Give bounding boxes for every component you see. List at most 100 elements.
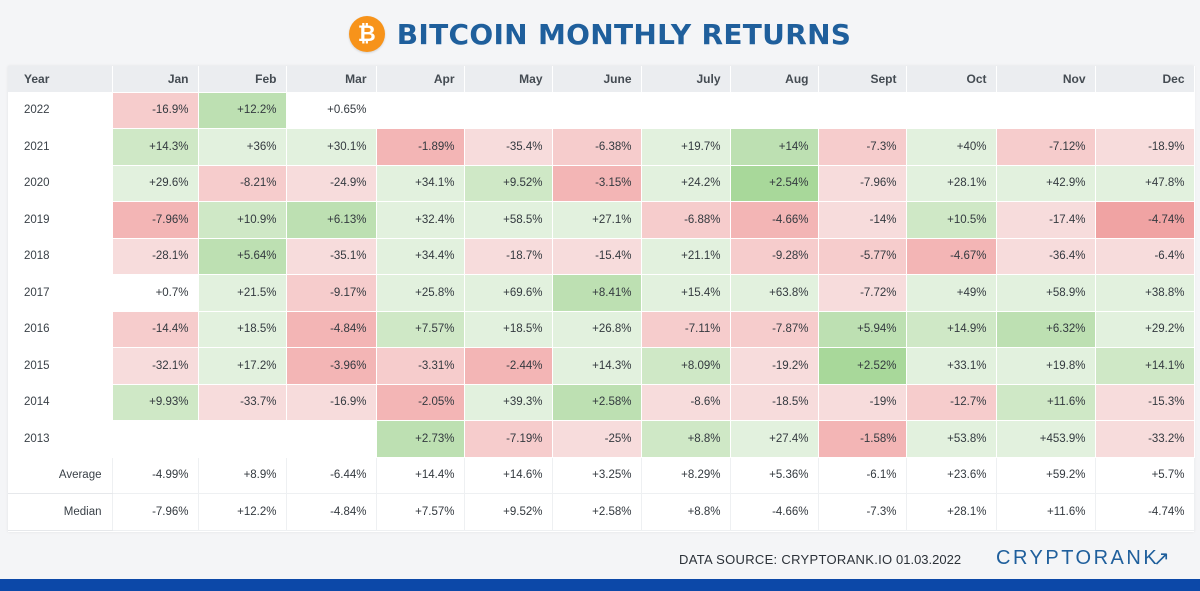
year-cell: 2015 xyxy=(8,347,113,385)
return-cell: +24.2% xyxy=(641,165,731,202)
column-header-year: Year xyxy=(8,66,113,93)
return-cell: -7.96% xyxy=(112,201,199,239)
summary-label: Median xyxy=(8,493,113,531)
return-cell xyxy=(286,420,377,458)
return-cell: -7.96% xyxy=(818,165,907,202)
return-cell: -7.12% xyxy=(996,128,1096,166)
table-row: 2019 -7.96% +10.9% +6.13% +32.4% +58.5% +27.1%… xyxy=(8,201,1195,239)
year-cell: 2018 xyxy=(8,238,113,275)
return-cell: -4.66% xyxy=(730,201,819,239)
column-header-mar: Mar xyxy=(286,66,377,93)
return-cell: +2.73% xyxy=(376,420,465,458)
return-cell: +38.8% xyxy=(1095,274,1195,312)
summary-cell: +2.58% xyxy=(552,493,642,531)
return-cell: +21.5% xyxy=(198,274,287,312)
summary-cell: -4.84% xyxy=(286,493,377,531)
table-row: 2015 -32.1% +17.2% -3.96% -3.31% -2.44% +14.3%… xyxy=(8,347,1195,385)
return-cell: -7.87% xyxy=(730,311,819,348)
return-cell: -7.11% xyxy=(641,311,731,348)
summary-cell: -7.96% xyxy=(112,493,199,531)
return-cell: +2.52% xyxy=(818,347,907,385)
return-cell: -17.4% xyxy=(996,201,1096,239)
column-header-dec: Dec xyxy=(1095,66,1195,93)
return-cell xyxy=(996,92,1096,129)
returns-table-container: Year Jan Feb Mar Apr May June July Aug Sept Oct Nov… xyxy=(8,66,1195,532)
return-cell: +40% xyxy=(906,128,997,166)
return-cell: -15.3% xyxy=(1095,384,1195,421)
return-cell: +33.1% xyxy=(906,347,997,385)
return-cell: +39.3% xyxy=(464,384,553,421)
summary-row-average: Average -4.99% +8.9% -6.44% +14.4% +14.6% +3.2… xyxy=(8,457,1195,494)
summary-label: Average xyxy=(8,457,113,494)
return-cell xyxy=(112,420,199,458)
return-cell: +26.8% xyxy=(552,311,642,348)
summary-cell: +5.7% xyxy=(1095,457,1195,494)
return-cell: +8.09% xyxy=(641,347,731,385)
summary-cell: +59.2% xyxy=(996,457,1096,494)
column-header-apr: Apr xyxy=(376,66,465,93)
return-cell: +5.94% xyxy=(818,311,907,348)
column-header-sept: Sept xyxy=(818,66,907,93)
return-cell: +58.9% xyxy=(996,274,1096,312)
return-cell: +18.5% xyxy=(464,311,553,348)
return-cell: -3.15% xyxy=(552,165,642,202)
return-cell: -4.74% xyxy=(1095,201,1195,239)
table-row: 2016 -14.4% +18.5% -4.84% +7.57% +18.5% +26.8%… xyxy=(8,311,1195,348)
summary-cell: +7.57% xyxy=(376,493,465,531)
return-cell: +6.13% xyxy=(286,201,377,239)
summary-cell: -6.1% xyxy=(818,457,907,494)
return-cell: +14% xyxy=(730,128,819,166)
summary-cell: +12.2% xyxy=(198,493,287,531)
bottom-bar xyxy=(0,579,1200,591)
return-cell: -1.89% xyxy=(376,128,465,166)
return-cell: -14.4% xyxy=(112,311,199,348)
return-cell: -2.05% xyxy=(376,384,465,421)
return-cell: +6.32% xyxy=(996,311,1096,348)
return-cell: -33.2% xyxy=(1095,420,1195,458)
return-cell: -18.5% xyxy=(730,384,819,421)
return-cell: +34.4% xyxy=(376,238,465,275)
summary-cell: +9.52% xyxy=(464,493,553,531)
summary-cell: +28.1% xyxy=(906,493,997,531)
return-cell xyxy=(1095,92,1195,129)
return-cell: -3.31% xyxy=(376,347,465,385)
return-cell: +0.7% xyxy=(112,274,199,312)
return-cell: +69.6% xyxy=(464,274,553,312)
summary-cell: +23.6% xyxy=(906,457,997,494)
summary-cell: -4.99% xyxy=(112,457,199,494)
year-cell: 2013 xyxy=(8,420,113,458)
summary-cell: -4.74% xyxy=(1095,493,1195,531)
year-cell: 2020 xyxy=(8,165,113,202)
return-cell xyxy=(376,92,465,129)
return-cell: +25.8% xyxy=(376,274,465,312)
return-cell: -36.4% xyxy=(996,238,1096,275)
return-cell: -6.88% xyxy=(641,201,731,239)
return-cell: +34.1% xyxy=(376,165,465,202)
return-cell: -16.9% xyxy=(112,92,199,129)
return-cell: -28.1% xyxy=(112,238,199,275)
return-cell: +5.64% xyxy=(198,238,287,275)
return-cell: +2.54% xyxy=(730,165,819,202)
return-cell: +19.7% xyxy=(641,128,731,166)
return-cell: -2.44% xyxy=(464,347,553,385)
table-row: 2017 +0.7% +21.5% -9.17% +25.8% +69.6% +8.41% +… xyxy=(8,274,1195,312)
external-link-arrow-icon[interactable]: ↗ xyxy=(1153,546,1170,570)
return-cell: +8.41% xyxy=(552,274,642,312)
brand-logo[interactable]: CRYPTORANK xyxy=(996,547,1160,569)
year-cell: 2014 xyxy=(8,384,113,421)
return-cell: -1.58% xyxy=(818,420,907,458)
return-cell: +14.9% xyxy=(906,311,997,348)
return-cell: +29.6% xyxy=(112,165,199,202)
summary-cell: -4.66% xyxy=(730,493,819,531)
summary-cell: +3.25% xyxy=(552,457,642,494)
return-cell: +18.5% xyxy=(198,311,287,348)
return-cell: -3.96% xyxy=(286,347,377,385)
return-cell: -6.4% xyxy=(1095,238,1195,275)
return-cell xyxy=(198,420,287,458)
table-row: 2021 +14.3% +36% +30.1% -1.89% -35.4% -6.38% +1… xyxy=(8,128,1195,166)
summary-row-median: Median -7.96% +12.2% -4.84% +7.57% +9.52% +2.5… xyxy=(8,493,1195,531)
return-cell: -18.7% xyxy=(464,238,553,275)
return-cell: -7.3% xyxy=(818,128,907,166)
column-header-june: June xyxy=(552,66,642,93)
return-cell: +2.58% xyxy=(552,384,642,421)
